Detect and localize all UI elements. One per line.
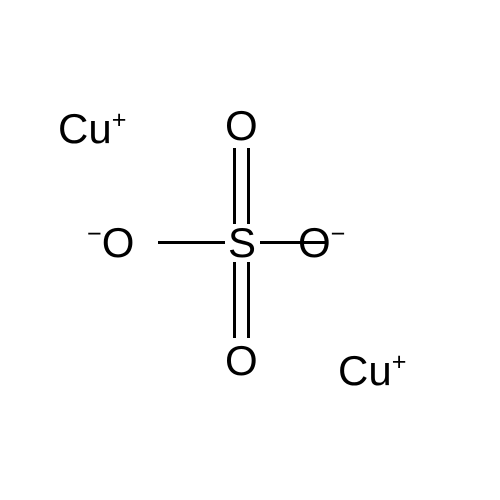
oxygen-bottom: O xyxy=(225,340,258,382)
copper-top: Cu+ xyxy=(58,108,126,150)
charge-prefix: − xyxy=(87,220,102,248)
atom-label: S xyxy=(228,219,256,266)
charge-suffix: + xyxy=(112,106,127,134)
oxygen-left: −O xyxy=(87,222,134,264)
bond-left xyxy=(158,241,225,244)
charge-suffix: + xyxy=(392,348,407,376)
bond-right xyxy=(260,241,328,244)
atom-label: Cu xyxy=(338,347,392,394)
atom-label: Cu xyxy=(58,105,112,152)
charge-suffix: − xyxy=(331,220,346,248)
atom-label: O xyxy=(102,219,135,266)
bond-bottom-right xyxy=(247,262,250,338)
atom-label: O xyxy=(225,102,258,149)
copper-bottom: Cu+ xyxy=(338,350,406,392)
bond-bottom-left xyxy=(233,262,236,338)
sulfur-atom: S xyxy=(228,222,256,264)
bond-top-right xyxy=(247,148,250,224)
atom-label: O xyxy=(225,337,258,384)
bond-top-left xyxy=(233,148,236,224)
oxygen-top: O xyxy=(225,105,258,147)
